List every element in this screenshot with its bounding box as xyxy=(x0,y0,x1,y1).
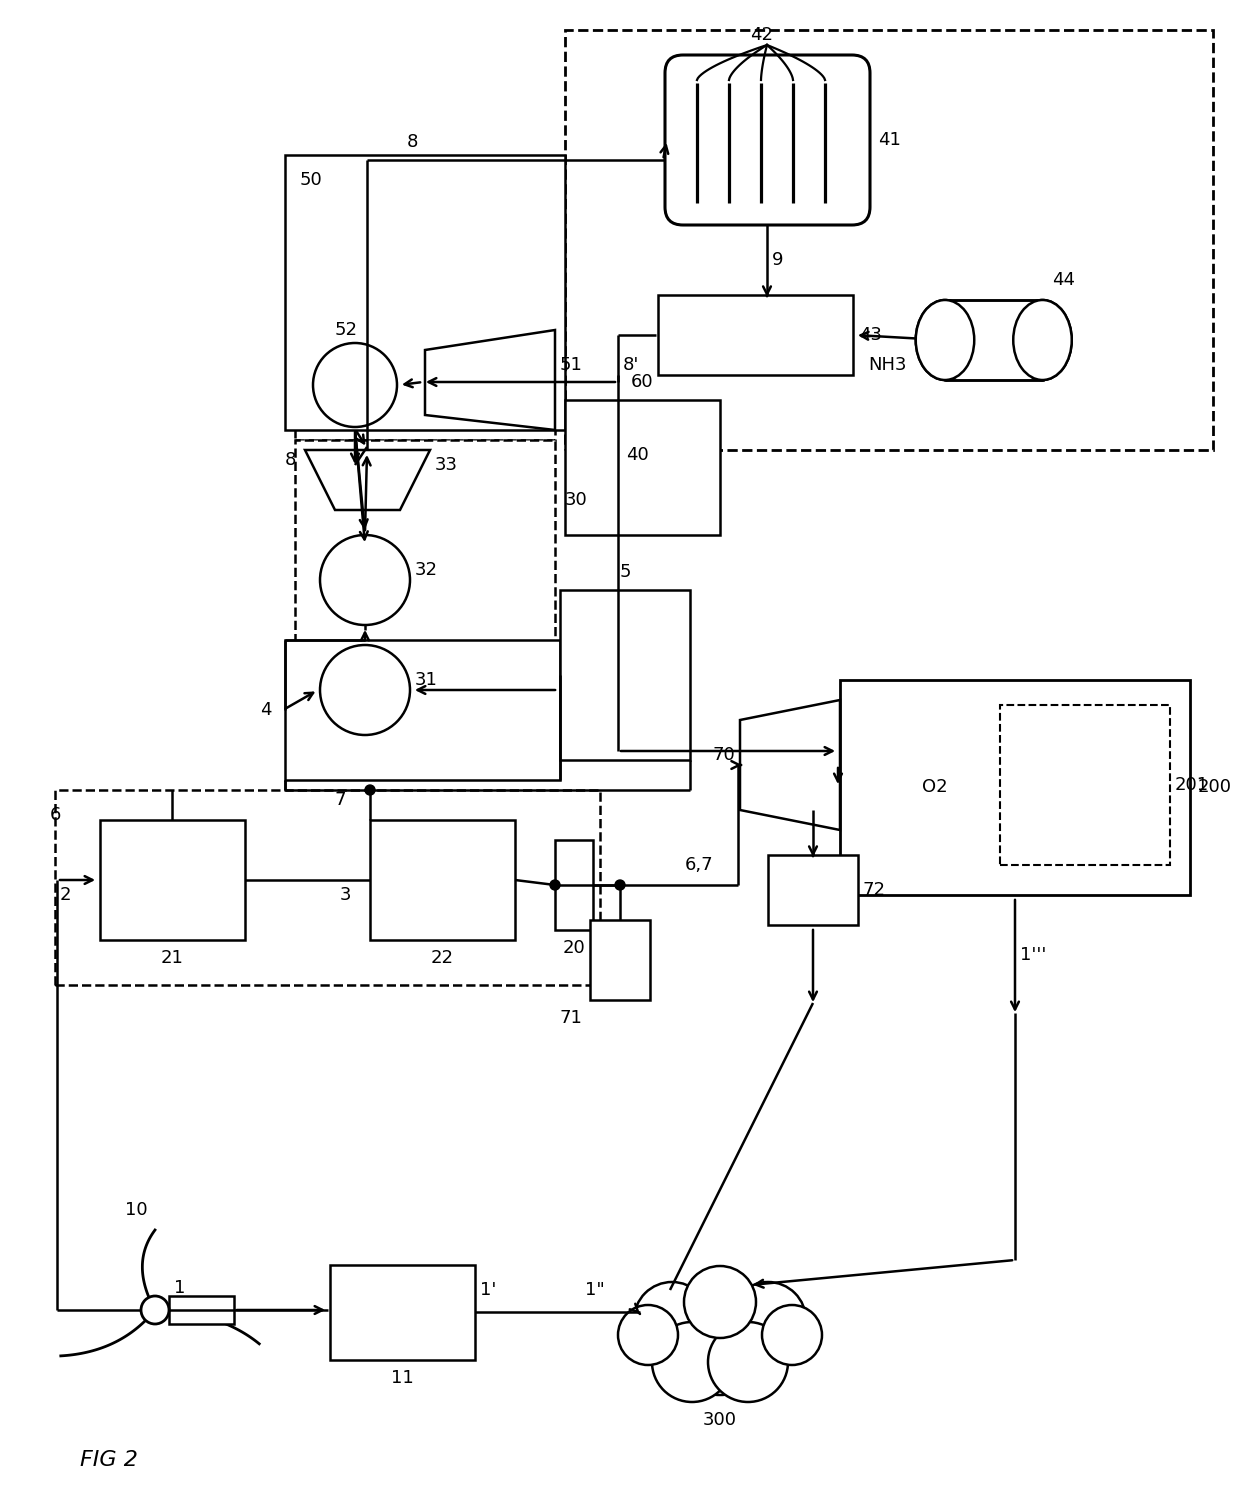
Bar xyxy=(55,791,600,985)
Bar xyxy=(370,819,515,940)
Bar xyxy=(556,841,593,930)
Text: 200: 200 xyxy=(1198,779,1233,797)
Ellipse shape xyxy=(916,300,975,380)
Polygon shape xyxy=(305,450,430,510)
Text: 22: 22 xyxy=(430,949,454,967)
Circle shape xyxy=(652,1322,732,1402)
Text: 1: 1 xyxy=(174,1280,185,1298)
Text: 201: 201 xyxy=(1176,776,1209,794)
Bar xyxy=(100,819,246,940)
Text: FIG 2: FIG 2 xyxy=(81,1450,138,1470)
Text: 11: 11 xyxy=(391,1369,413,1387)
Circle shape xyxy=(365,785,374,795)
Ellipse shape xyxy=(916,300,975,380)
Text: 32: 32 xyxy=(415,561,438,579)
Text: 44: 44 xyxy=(1053,272,1075,290)
Text: 20: 20 xyxy=(563,939,585,957)
Text: O2: O2 xyxy=(923,779,947,797)
Circle shape xyxy=(320,644,410,735)
Polygon shape xyxy=(425,330,556,430)
Text: 1': 1' xyxy=(480,1281,496,1299)
Circle shape xyxy=(618,1305,678,1366)
Bar xyxy=(839,681,1190,895)
Bar xyxy=(565,400,720,536)
Text: 41: 41 xyxy=(878,131,901,149)
Circle shape xyxy=(684,1266,756,1338)
Text: 2: 2 xyxy=(60,886,72,904)
Text: 5: 5 xyxy=(619,563,631,581)
Text: 8': 8' xyxy=(622,356,640,374)
Text: 6,7: 6,7 xyxy=(684,856,714,874)
Bar xyxy=(658,294,853,376)
Circle shape xyxy=(312,343,397,427)
Text: 7: 7 xyxy=(335,791,346,809)
Text: 33: 33 xyxy=(435,456,458,474)
Text: 71: 71 xyxy=(559,1010,582,1028)
Bar xyxy=(295,441,556,761)
Bar xyxy=(169,1296,234,1323)
Text: 40: 40 xyxy=(626,447,649,463)
Text: 4: 4 xyxy=(260,702,272,718)
Text: 21: 21 xyxy=(160,949,184,967)
Text: 51: 51 xyxy=(560,356,583,374)
Bar xyxy=(330,1265,475,1360)
Text: NH3: NH3 xyxy=(868,356,906,374)
Text: 31: 31 xyxy=(415,672,438,690)
Ellipse shape xyxy=(1013,300,1071,380)
Text: 50: 50 xyxy=(300,171,322,189)
Circle shape xyxy=(708,1322,787,1402)
Text: 60: 60 xyxy=(631,373,653,391)
Bar xyxy=(590,920,650,1000)
Circle shape xyxy=(141,1296,169,1323)
Bar xyxy=(285,155,565,430)
Bar xyxy=(285,640,560,780)
Text: 42: 42 xyxy=(750,26,774,44)
Polygon shape xyxy=(740,700,839,830)
Bar xyxy=(565,30,1213,450)
Text: 8: 8 xyxy=(407,133,418,151)
Circle shape xyxy=(763,1305,822,1366)
Bar xyxy=(945,300,1043,380)
Circle shape xyxy=(730,1283,806,1358)
Text: 6: 6 xyxy=(50,806,61,824)
Circle shape xyxy=(634,1283,711,1358)
Text: 1''': 1''' xyxy=(1021,946,1047,964)
FancyBboxPatch shape xyxy=(665,54,870,225)
Text: 300: 300 xyxy=(703,1411,737,1429)
Bar xyxy=(560,590,689,761)
Bar xyxy=(999,705,1171,865)
Circle shape xyxy=(665,1286,775,1394)
Text: 1": 1" xyxy=(585,1281,605,1299)
Circle shape xyxy=(320,536,410,625)
Text: 43: 43 xyxy=(859,326,882,344)
Bar xyxy=(768,856,858,925)
Circle shape xyxy=(615,880,625,890)
Text: 72: 72 xyxy=(863,881,887,899)
Text: 3: 3 xyxy=(340,886,351,904)
Text: 70: 70 xyxy=(712,745,735,764)
Text: 8: 8 xyxy=(285,451,296,469)
Circle shape xyxy=(551,880,560,890)
Ellipse shape xyxy=(1013,300,1071,380)
Text: 10: 10 xyxy=(125,1201,148,1219)
Bar xyxy=(947,302,1040,377)
Text: 52: 52 xyxy=(335,321,358,340)
Bar xyxy=(295,330,556,441)
Text: 9: 9 xyxy=(773,250,784,269)
Text: 30: 30 xyxy=(565,490,588,509)
